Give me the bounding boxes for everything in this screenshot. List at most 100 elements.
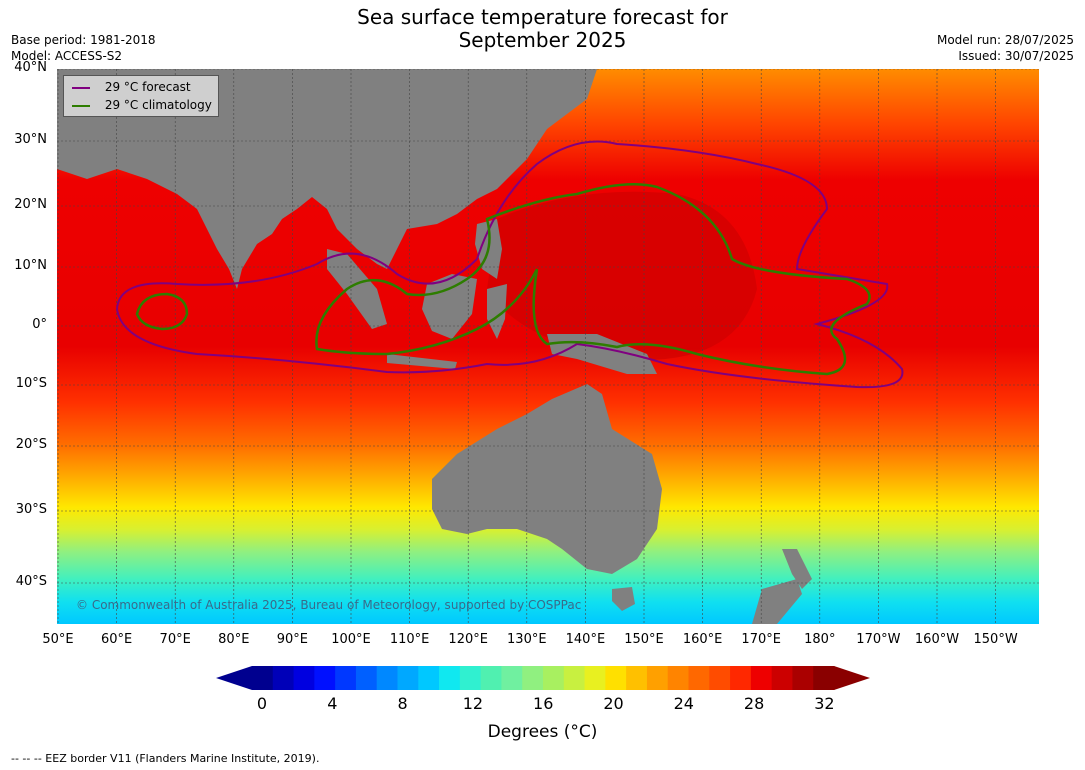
forecast-swatch: [72, 86, 90, 89]
lat-label: 10°S: [15, 376, 47, 391]
colorbar-bin: [543, 666, 565, 690]
title-line-2: September 2025: [458, 28, 627, 52]
colorbar-bin: [293, 666, 315, 690]
colorbar-bin: [584, 666, 606, 690]
graticule: [57, 69, 1039, 624]
lat-label: 10°N: [14, 258, 47, 273]
colorbar-bin: [667, 666, 689, 690]
colorbar-bin: [688, 666, 710, 690]
colorbar-bin: [730, 666, 752, 690]
colorbar-bin: [626, 666, 648, 690]
colorbar: [216, 666, 870, 690]
legend-climatology-row: 29 °C climatology: [72, 97, 212, 113]
title-line-1: Sea surface temperature forecast for: [357, 5, 728, 29]
colorbar-tick: 24: [673, 694, 694, 713]
colorbar-tick: 16: [533, 694, 554, 713]
colorbar-bin: [252, 666, 274, 690]
lat-label: 0°: [32, 317, 47, 332]
model-run: Model run: 28/07/2025: [936, 33, 1074, 47]
lon-label: 180°: [804, 632, 836, 647]
colorbar-bin: [459, 666, 482, 690]
warm-pool: [487, 191, 757, 361]
new-zealand-south: [752, 579, 802, 624]
colorbar-bin: [750, 666, 773, 690]
lon-label: 80°E: [218, 632, 250, 647]
australia: [432, 384, 662, 574]
climatology-swatch: [72, 104, 90, 107]
colorbar-bin: [335, 666, 357, 690]
lon-label: 170°E: [741, 632, 781, 647]
lon-label: 150°W: [973, 632, 1018, 647]
lon-label: 70°E: [159, 632, 191, 647]
meta-right: Model run: 28/07/2025 Issued: 30/07/2025: [937, 32, 1074, 64]
colorbar-bin: [605, 666, 627, 690]
colorbar-bin: [709, 666, 731, 690]
copyright: © Commonwealth of Australia 2025, Bureau…: [76, 598, 581, 612]
lon-label: 50°E: [42, 632, 74, 647]
colorbar-min-arrow: [216, 666, 252, 690]
colorbar-max-arrow: [834, 666, 870, 690]
lat-label: 20°S: [15, 437, 47, 452]
lon-label: 130°E: [507, 632, 547, 647]
legend-climatology-label: 29 °C climatology: [104, 98, 212, 112]
model-name: Model: ACCESS-S2: [11, 49, 123, 63]
footnote: -- -- -- EEZ border V11 (Flanders Marine…: [11, 752, 320, 765]
lon-label: 170°W: [856, 632, 901, 647]
colorbar-bin: [771, 666, 793, 690]
forecast-29c-contour: [115, 140, 904, 389]
colorbar-bin: [397, 666, 419, 690]
java: [387, 354, 457, 369]
colorbar-bin: [314, 666, 336, 690]
legend: 29 °C forecast 29 °C climatology: [63, 75, 219, 117]
lon-label: 120°E: [448, 632, 488, 647]
lat-label: 40°S: [15, 574, 47, 589]
landmasses: [57, 69, 812, 624]
lon-label: 110°E: [389, 632, 430, 647]
colorbar-bin: [501, 666, 523, 690]
colorbar-bin: [646, 666, 669, 690]
sumatra: [327, 249, 387, 329]
lat-label: 30°N: [14, 132, 47, 147]
colorbar-bin: [792, 666, 814, 690]
colorbar-bin: [355, 666, 378, 690]
tasmania: [612, 587, 635, 611]
legend-forecast-label: 29 °C forecast: [104, 80, 191, 94]
colorbar-tick: 8: [397, 694, 408, 713]
lon-label: 160°E: [682, 632, 723, 647]
colorbar-label: Degrees (°C): [487, 722, 598, 742]
base-period: Base period: 1981-2018: [11, 33, 156, 47]
asia-mainland: [57, 69, 597, 289]
colorbar-bin: [418, 666, 440, 690]
lon-label: 150°E: [624, 632, 664, 647]
issued-date: Issued: 30/07/2025: [958, 49, 1074, 63]
new-guinea: [547, 334, 657, 374]
climatology-29c-contour: [135, 183, 871, 376]
colorbar-bin: [272, 666, 295, 690]
borneo: [422, 274, 477, 339]
lon-label: 100°E: [331, 632, 371, 647]
colorbar-tick: 20: [603, 694, 624, 713]
colorbar-tick: 0: [256, 694, 268, 713]
lat-label: 30°S: [15, 502, 47, 517]
lat-label: 40°N: [14, 60, 47, 75]
colorbar-tick: 32: [814, 694, 835, 713]
colorbar-tick: 28: [743, 694, 765, 713]
colorbar-tick: 12: [462, 694, 484, 713]
sst-map: © Commonwealth of Australia 2025, Bureau…: [57, 69, 1039, 624]
colorbar-bin: [563, 666, 586, 690]
colorbar-bin: [480, 666, 502, 690]
meta-left: Base period: 1981-2018 Model: ACCESS-S2: [11, 32, 156, 64]
lon-label: 60°E: [100, 632, 133, 647]
new-zealand-north: [782, 549, 812, 589]
colorbar-bin: [376, 666, 398, 690]
colorbar-bin: [439, 666, 461, 690]
sulawesi: [487, 284, 507, 339]
lon-label: 90°E: [276, 632, 309, 647]
lon-label: 160°W: [914, 632, 960, 647]
colorbar-bin: [813, 666, 835, 690]
legend-forecast-row: 29 °C forecast: [72, 79, 191, 95]
lon-label: 140°E: [565, 632, 606, 647]
japan: [502, 69, 592, 159]
lat-label: 20°N: [14, 197, 47, 212]
colorbar-tick: 4: [327, 694, 338, 713]
